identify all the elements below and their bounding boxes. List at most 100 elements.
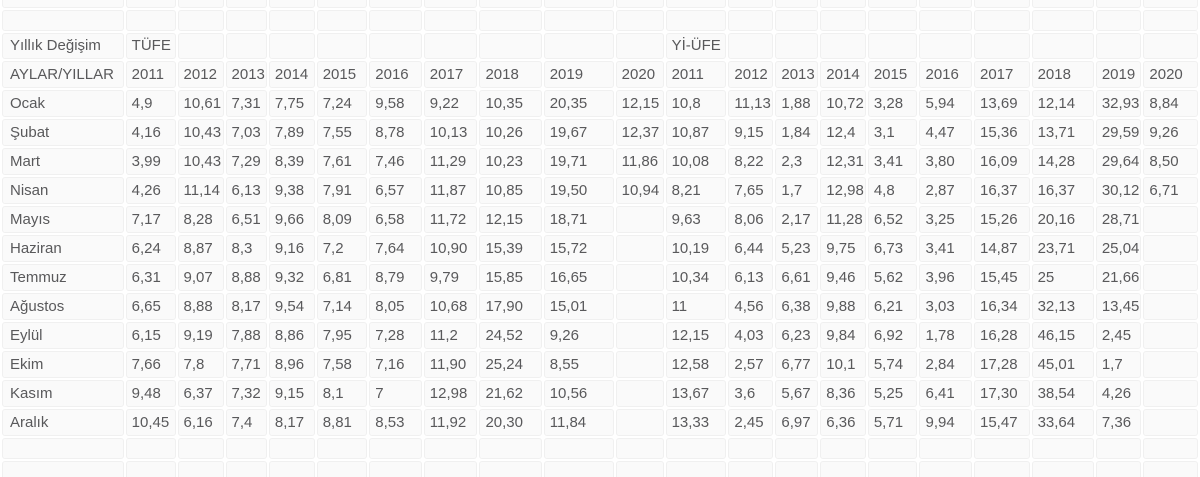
- empty-cell: [615, 461, 664, 477]
- empty-cell: [974, 438, 1030, 459]
- cell-yiufe-2014: 9,46: [820, 264, 866, 291]
- cell-yiufe-2018: 12,14: [1031, 90, 1094, 117]
- table-row: Eylül 6,15 9,19 7,88 8,86 7,95 7,28 11,2 24,52 9,…: [2, 322, 1198, 349]
- cell-yiufe-2020: 6,71: [1143, 177, 1198, 204]
- empty-cell: [665, 438, 727, 459]
- empty-cell: [1143, 461, 1198, 477]
- empty-cell: [1095, 461, 1142, 477]
- empty-cell: [177, 10, 224, 31]
- empty-cell: [125, 0, 176, 8]
- cell-tufe-2016: 9,58: [369, 90, 422, 117]
- cell-tufe-2013: 8,88: [225, 264, 267, 291]
- cell-tufe-2016: 6,57: [369, 177, 422, 204]
- cell-yiufe-2014: 9,88: [820, 293, 866, 320]
- empty-cell: [615, 438, 664, 459]
- cell-tufe-2011: 6,24: [125, 235, 176, 262]
- cell-tufe-2011: 7,66: [125, 351, 176, 378]
- cell-yiufe-2011: 9,63: [665, 206, 727, 233]
- cell-yiufe-2017: 15,47: [974, 409, 1030, 436]
- cell-tufe-2017: 10,68: [423, 293, 478, 320]
- cell-tufe-2014: 7,89: [268, 119, 315, 146]
- yiufe-group-label: Yİ-ÜFE: [665, 33, 727, 59]
- cell-yiufe-2018: 20,16: [1031, 206, 1094, 233]
- cell-yiufe-2014: 12,98: [820, 177, 866, 204]
- cell-tufe-2011: 7,17: [125, 206, 176, 233]
- empty-cell: [225, 438, 267, 459]
- cell-yiufe-2014: 6,36: [820, 409, 866, 436]
- month-label: Mayıs: [2, 206, 124, 233]
- cell-tufe-2014: 9,38: [268, 177, 315, 204]
- table-row: Nisan 4,26 11,14 6,13 9,38 7,91 6,57 11,87 10,85…: [2, 177, 1198, 204]
- cell-tufe-2014: 8,39: [268, 148, 315, 175]
- cell-tufe-2018: 20,30: [479, 409, 542, 436]
- empty-cell: [2, 0, 124, 8]
- cell-tufe-2018: 12,15: [479, 206, 542, 233]
- cell-tufe-2019: 15,01: [543, 293, 614, 320]
- cell-yiufe-2018: 25: [1031, 264, 1094, 291]
- cell-tufe-2020: [615, 322, 664, 349]
- cell-tufe-2013: 6,13: [225, 177, 267, 204]
- cell-yiufe-2017: 16,09: [974, 148, 1030, 175]
- cell-tufe-2016: 7,64: [369, 235, 422, 262]
- empty-cell: [1031, 438, 1094, 459]
- cell-tufe-2014: 8,17: [268, 409, 315, 436]
- cell-tufe-2011: 4,16: [125, 119, 176, 146]
- cell-tufe-2019: 9,26: [543, 322, 614, 349]
- cell-tufe-2020: [615, 206, 664, 233]
- cell-yiufe-2015: 5,25: [867, 380, 918, 407]
- cell-yiufe-2018: 32,13: [1031, 293, 1094, 320]
- empty-cell: [1143, 33, 1198, 59]
- cell-tufe-2017: 10,90: [423, 235, 478, 262]
- empty-cell: [1095, 0, 1142, 8]
- cell-yiufe-2016: 3,25: [919, 206, 972, 233]
- empty-cell: [1143, 438, 1198, 459]
- table-row: Mayıs 7,17 8,28 6,51 9,66 8,09 6,58 11,72 12,15 1…: [2, 206, 1198, 233]
- year-header-yiufe-2018: 2018: [1031, 61, 1094, 88]
- cell-tufe-2015: 7,95: [316, 322, 368, 349]
- cell-tufe-2011: 10,45: [125, 409, 176, 436]
- cell-yiufe-2020: [1143, 206, 1198, 233]
- cell-yiufe-2017: 16,37: [974, 177, 1030, 204]
- cell-yiufe-2020: [1143, 293, 1198, 320]
- cell-yiufe-2013: 1,88: [775, 90, 819, 117]
- table-row: Ağustos 6,65 8,88 8,17 9,54 7,14 8,05 10,68 17,9…: [2, 293, 1198, 320]
- cell-tufe-2014: 9,16: [268, 235, 315, 262]
- empty-cell: [1095, 438, 1142, 459]
- empty-cell: [177, 0, 224, 8]
- empty-cell: [775, 33, 819, 59]
- cell-yiufe-2017: 16,28: [974, 322, 1030, 349]
- cell-tufe-2019: 16,65: [543, 264, 614, 291]
- empty-cell: [2, 438, 124, 459]
- empty-cell: [423, 461, 478, 477]
- cell-yiufe-2018: 33,64: [1031, 409, 1094, 436]
- empty-cell: [225, 461, 267, 477]
- cell-tufe-2015: 6,81: [316, 264, 368, 291]
- cell-tufe-2014: 9,15: [268, 380, 315, 407]
- cell-tufe-2019: 20,35: [543, 90, 614, 117]
- cell-tufe-2014: 9,54: [268, 293, 315, 320]
- cell-yiufe-2019: 7,36: [1095, 409, 1142, 436]
- cell-tufe-2012: 8,87: [177, 235, 224, 262]
- cell-yiufe-2012: 4,56: [728, 293, 774, 320]
- empty-cell: [369, 0, 422, 8]
- cell-tufe-2012: 10,43: [177, 148, 224, 175]
- cell-yiufe-2020: [1143, 264, 1198, 291]
- month-label: Ocak: [2, 90, 124, 117]
- month-label: Kasım: [2, 380, 124, 407]
- empty-cell: [125, 438, 176, 459]
- year-header-tufe-2018: 2018: [479, 61, 542, 88]
- table-row: Yıllık Değişim TÜFE Yİ-ÜFE: [2, 33, 1198, 59]
- cell-yiufe-2017: 13,69: [974, 90, 1030, 117]
- cell-yiufe-2013: 6,23: [775, 322, 819, 349]
- table-row: Ekim 7,66 7,8 7,71 8,96 7,58 7,16 11,90 25,24 8,5…: [2, 351, 1198, 378]
- cell-yiufe-2015: 6,92: [867, 322, 918, 349]
- cell-yiufe-2016: 3,41: [919, 235, 972, 262]
- cell-yiufe-2013: 6,38: [775, 293, 819, 320]
- cell-yiufe-2011: 10,08: [665, 148, 727, 175]
- empty-cell: [867, 461, 918, 477]
- cell-yiufe-2019: 2,45: [1095, 322, 1142, 349]
- table-row: [2, 438, 1198, 459]
- empty-cell: [268, 33, 315, 59]
- cell-tufe-2019: 8,55: [543, 351, 614, 378]
- empty-cell: [543, 33, 614, 59]
